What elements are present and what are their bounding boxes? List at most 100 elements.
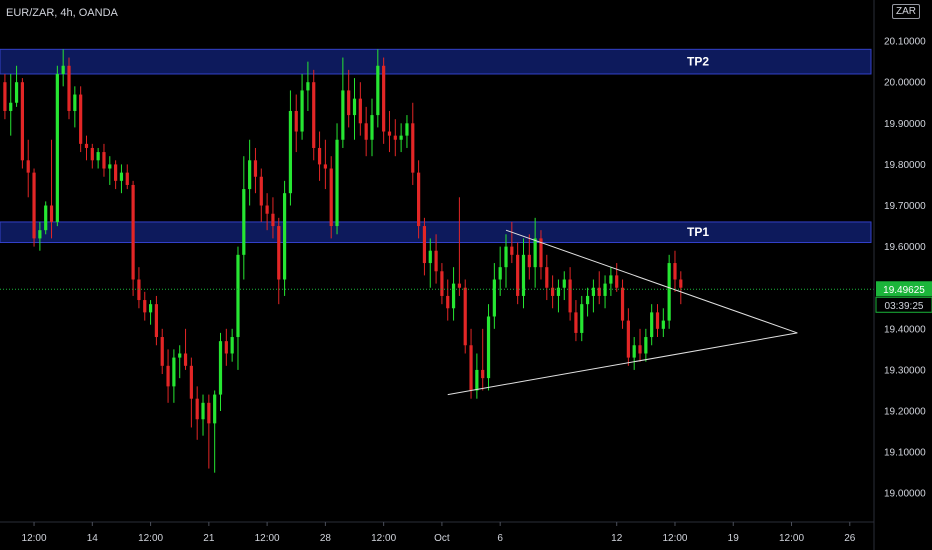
- tp1-zone[interactable]: [0, 221, 872, 244]
- candle: [341, 90, 345, 140]
- candle: [172, 357, 176, 387]
- candle: [382, 65, 386, 132]
- candle: [661, 320, 665, 329]
- candle: [626, 320, 630, 358]
- candle: [597, 287, 601, 296]
- candle: [102, 152, 106, 169]
- candle: [49, 205, 54, 222]
- candle: [265, 205, 269, 214]
- price-tick-label: 19.90000: [884, 119, 926, 130]
- candle: [195, 398, 199, 420]
- candle: [504, 246, 508, 268]
- candle: [527, 254, 531, 268]
- time-tick-label: 12:00: [138, 533, 163, 544]
- candle: [271, 213, 275, 227]
- candle: [224, 341, 228, 354]
- candle: [434, 250, 438, 272]
- candle: [393, 135, 397, 140]
- candle: [253, 160, 258, 177]
- symbol-label[interactable]: EUR/ZAR, 4h, OANDA: [6, 7, 118, 19]
- candle: [498, 267, 502, 280]
- candle: [61, 65, 65, 74]
- candle: [14, 82, 19, 103]
- candle: [376, 65, 380, 116]
- price-tick-label: 19.60000: [884, 242, 926, 253]
- candle: [201, 402, 205, 420]
- time-tick-label: 12:00: [371, 533, 396, 544]
- time-tick-label: Oct: [434, 533, 450, 544]
- price-tick-label: 19.30000: [884, 365, 926, 376]
- candle: [568, 279, 572, 313]
- countdown-badge: [875, 296, 932, 313]
- candle: [166, 365, 170, 387]
- trend-line[interactable]: [447, 332, 798, 396]
- last-price-badge: [876, 281, 932, 297]
- candle: [55, 73, 59, 222]
- candle: [335, 139, 339, 227]
- candle: [108, 164, 112, 169]
- time-tick-label: 12:00: [255, 533, 280, 544]
- candle: [539, 238, 543, 268]
- candle: [609, 275, 613, 284]
- candle: [9, 102, 13, 111]
- candle: [451, 283, 456, 309]
- candle: [96, 152, 100, 161]
- candle: [189, 365, 193, 399]
- time-tick-label: 12:00: [779, 533, 804, 544]
- candle: [137, 279, 141, 301]
- candle: [667, 263, 671, 321]
- candle: [277, 226, 281, 280]
- candle: [405, 123, 409, 136]
- candle: [574, 312, 578, 333]
- price-tick-label: 19.00000: [884, 489, 926, 500]
- candle: [248, 160, 252, 190]
- candle: [620, 287, 625, 321]
- price-axis[interactable]: 19.00000 19.10000 19.20000 19.30000 19.40000…: [884, 37, 926, 500]
- candle: [469, 345, 473, 391]
- candle: [143, 300, 147, 313]
- candle: [90, 147, 94, 161]
- candle: [650, 312, 654, 338]
- candle: [160, 337, 164, 366]
- candle: [154, 304, 159, 338]
- currency-button[interactable]: ZAR: [892, 4, 920, 19]
- candle: [440, 271, 444, 296]
- price-tick-label: 19.20000: [884, 407, 926, 418]
- price-tick-label: 20.10000: [884, 37, 926, 48]
- candle: [347, 90, 351, 116]
- candle: [236, 254, 240, 338]
- candle: [580, 304, 584, 333]
- time-tick-label: 21: [203, 533, 215, 544]
- candle: [422, 226, 427, 264]
- price-tick-label: 19.80000: [884, 160, 926, 171]
- candle: [516, 254, 520, 296]
- candle: [585, 295, 590, 305]
- candle: [463, 287, 467, 346]
- candle: [603, 283, 607, 296]
- time-tick-label: 26: [844, 533, 856, 544]
- candle: [673, 263, 677, 280]
- candle: [399, 135, 403, 140]
- candle: [533, 238, 537, 268]
- candle: [655, 312, 660, 329]
- trend-line[interactable]: [505, 229, 798, 334]
- price-tick-label: 19.40000: [884, 324, 926, 335]
- candle: [591, 287, 596, 296]
- candle: [615, 275, 619, 288]
- candle: [242, 189, 246, 255]
- candle: [312, 82, 316, 148]
- candle: [679, 279, 683, 288]
- candle: [521, 254, 526, 296]
- last-price-label: 19.49625: [883, 285, 925, 296]
- tp2-zone[interactable]: [0, 48, 872, 75]
- time-tick-label: 28: [320, 533, 332, 544]
- candle: [329, 168, 333, 227]
- time-axis[interactable]: 12:00 14 12:00 21 12:00 28 12:00 Oct 6 12 12:00 19 1…: [22, 522, 856, 544]
- candle: [411, 123, 415, 173]
- candle: [44, 205, 48, 231]
- candle: [218, 341, 223, 395]
- candle: [638, 345, 642, 354]
- countdown-label: 03:39:25: [885, 301, 924, 312]
- candle: [178, 353, 182, 358]
